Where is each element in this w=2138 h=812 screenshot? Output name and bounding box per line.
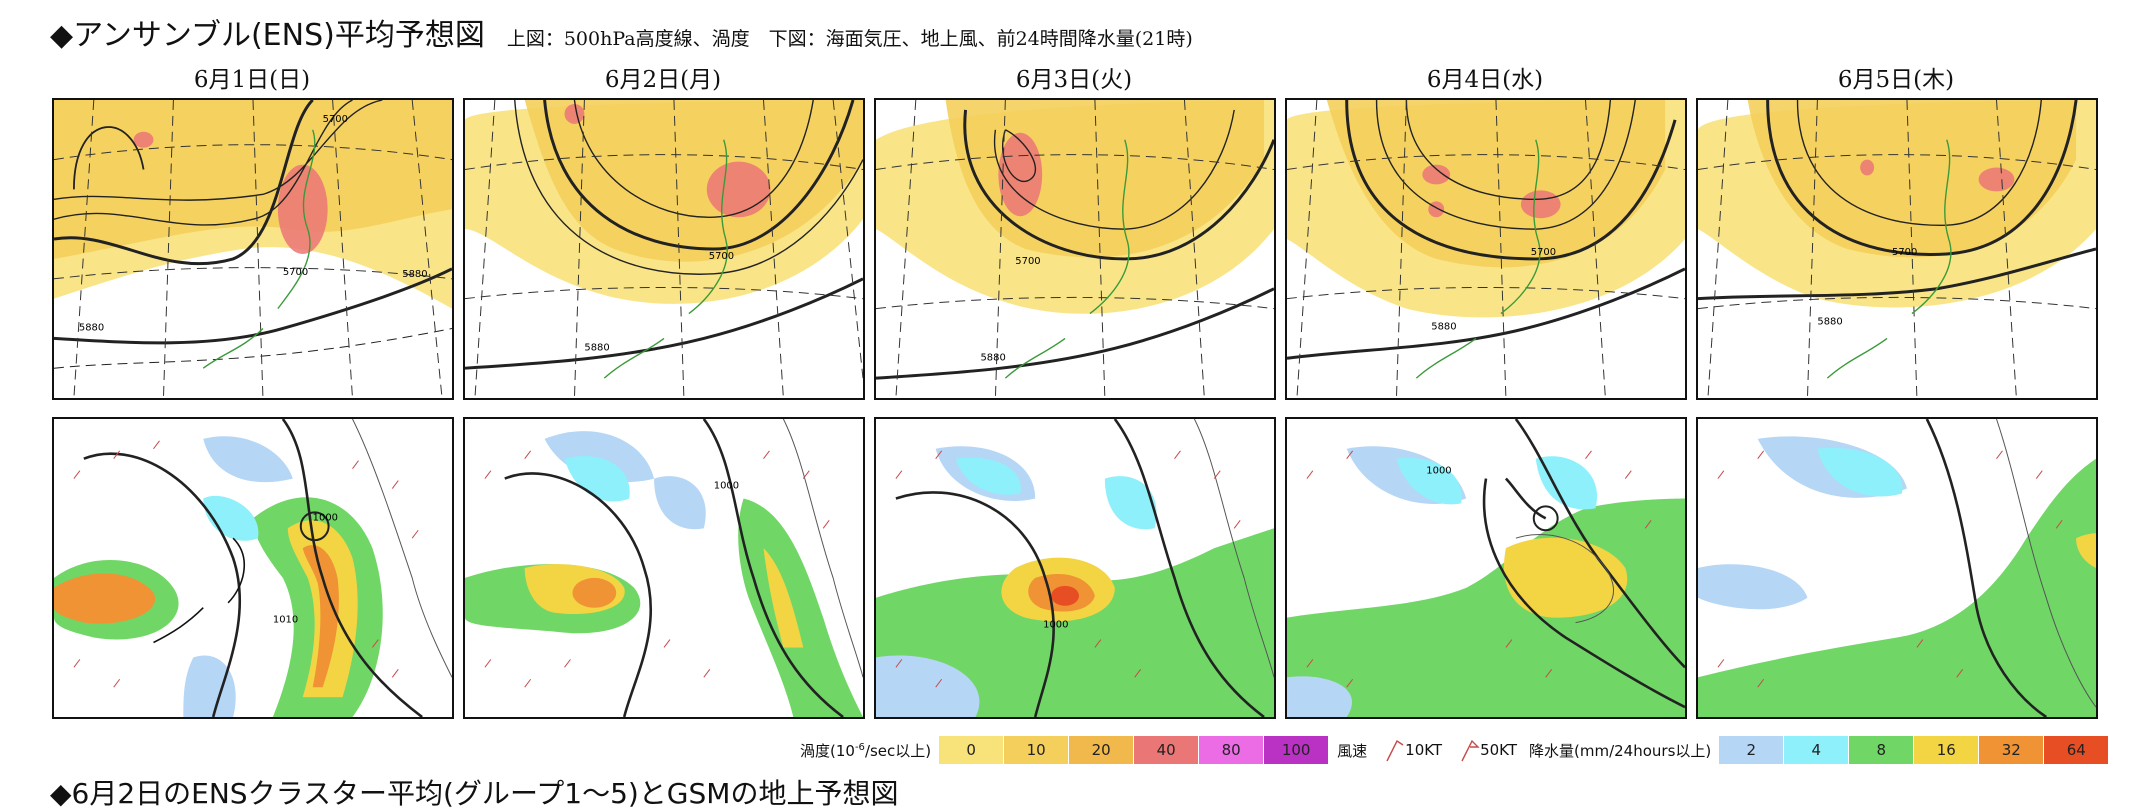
svg-text:5700: 5700 — [1531, 247, 1556, 258]
lower-map-day5-plot — [1698, 419, 2096, 717]
page-title: ◆アンサンブル(ENS)平均予想図 — [50, 18, 485, 53]
precip-swatch-16: 16 — [1914, 736, 1980, 764]
svg-text:5880: 5880 — [584, 342, 609, 353]
svg-text:5700: 5700 — [1015, 256, 1040, 267]
vorticity-swatch-10: 10 — [1004, 736, 1070, 764]
svg-text:1000: 1000 — [1043, 620, 1068, 631]
upper-map-day4-plot: 5700 5880 — [1287, 100, 1685, 398]
lower-map-day1-plot: 1000 1010 — [54, 419, 452, 717]
upper-map-day5: 5700 5880 — [1696, 98, 2098, 400]
precip-swatch-64: 64 — [2044, 736, 2110, 764]
svg-text:5700: 5700 — [283, 267, 308, 278]
vorticity-swatch-20: 20 — [1069, 736, 1135, 764]
upper-map-day5-plot: 5700 5880 — [1698, 100, 2096, 398]
precip-legend-label: 降水量(mm/24hours以上) — [1529, 741, 1712, 760]
wind-10kt-legend: 10KT — [1383, 737, 1442, 763]
wind-barb-10kt-icon — [1386, 739, 1404, 762]
page-subtitle: 上図：500hPa高度線、渦度 下図：海面気圧、地上風、前24時間降水量(21時… — [506, 28, 1193, 50]
upper-map-day3-plot: 5700 5880 — [876, 100, 1274, 398]
date-label-5: 6月5日(木) — [1837, 67, 1955, 93]
date-label-2: 6月2日(月) — [604, 67, 722, 93]
lower-map-day2: 1000 — [463, 417, 865, 719]
upper-map-day1-plot: 5700 5700 5880 5880 — [54, 100, 452, 398]
page-header: ◆アンサンブル(ENS)平均予想図 上図：500hPa高度線、渦度 下図：海面気… — [50, 10, 1193, 54]
date-label-1: 6月1日(日) — [193, 67, 311, 93]
lower-map-day1: 1000 1010 — [52, 417, 454, 719]
svg-text:5700: 5700 — [709, 251, 734, 262]
date-row: 6月1日(日) 6月2日(月) 6月3日(火) 6月4日(水) 6月5日(木) — [52, 60, 2096, 93]
lower-map-day3-plot: 1000 — [876, 419, 1274, 717]
upper-map-day3: 5700 5880 — [874, 98, 1276, 400]
lower-map-day5 — [1696, 417, 2098, 719]
svg-text:5700: 5700 — [1892, 247, 1917, 258]
date-label-3: 6月3日(火) — [1015, 67, 1133, 93]
upper-map-day2-plot: 5700 5880 — [465, 100, 863, 398]
vorticity-swatch-80: 80 — [1199, 736, 1265, 764]
svg-text:1010: 1010 — [273, 615, 298, 626]
wind-50kt-legend: 50KT — [1458, 737, 1517, 763]
lower-map-day3: 1000 — [874, 417, 1276, 719]
vorticity-swatch-40: 40 — [1134, 736, 1200, 764]
svg-text:5880: 5880 — [79, 322, 104, 333]
vorticity-legend-label: 渦度(10-6/sec以上) — [800, 741, 932, 760]
precip-swatch-8: 8 — [1849, 736, 1915, 764]
precip-swatch-2: 2 — [1719, 736, 1785, 764]
next-section-heading: ◆6月2日のENSクラスター平均(グループ1〜5)とGSMの地上予想図 — [50, 777, 899, 810]
lower-map-day2-plot: 1000 — [465, 419, 863, 717]
svg-text:5700: 5700 — [323, 114, 348, 125]
svg-text:1000: 1000 — [714, 481, 739, 492]
svg-text:1000: 1000 — [313, 512, 338, 523]
precip-swatch-4: 4 — [1784, 736, 1850, 764]
wind-barb-50kt-icon — [1461, 739, 1480, 762]
date-label-4: 6月4日(水) — [1426, 67, 1544, 93]
vorticity-swatch-0: 0 — [939, 736, 1005, 764]
svg-text:5880: 5880 — [402, 269, 427, 280]
svg-text:1000: 1000 — [1426, 466, 1451, 477]
upper-map-day4: 5700 5880 — [1285, 98, 1687, 400]
lower-map-day4-plot: 1000 — [1287, 419, 1685, 717]
upper-map-day1: 5700 5700 5880 5880 — [52, 98, 454, 400]
svg-text:5880: 5880 — [1431, 321, 1456, 332]
legend: 渦度(10-6/sec以上) 0 10 20 40 80 100 風速 10KT… — [800, 735, 2110, 765]
svg-text:5880: 5880 — [980, 352, 1005, 363]
svg-text:5880: 5880 — [1817, 317, 1842, 328]
wind-legend-label: 風速 — [1337, 741, 1368, 760]
upper-map-day2: 5700 5880 — [463, 98, 865, 400]
precip-swatch-32: 32 — [1979, 736, 2045, 764]
vorticity-swatch-100: 100 — [1264, 736, 1330, 764]
lower-map-day4: 1000 — [1285, 417, 1687, 719]
